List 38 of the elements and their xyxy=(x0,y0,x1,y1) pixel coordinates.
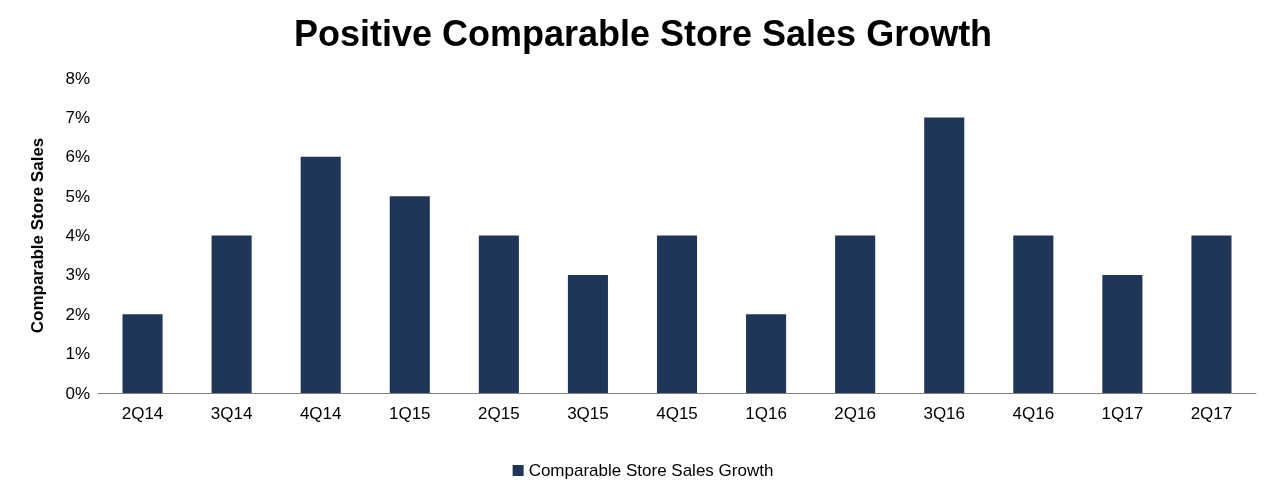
x-tick-label: 4Q16 xyxy=(1012,404,1055,423)
x-tick-label: 1Q16 xyxy=(745,404,787,423)
bar xyxy=(389,196,430,393)
x-tick-label: 1Q15 xyxy=(388,404,431,423)
x-tick-label: 3Q14 xyxy=(210,404,253,423)
y-tick-label: 6% xyxy=(65,147,90,167)
legend-label: Comparable Store Sales Growth xyxy=(528,461,774,480)
bar xyxy=(835,235,876,393)
bar xyxy=(1013,235,1054,393)
bar xyxy=(1191,235,1232,393)
bar xyxy=(1102,274,1143,393)
bar xyxy=(656,235,698,393)
bar xyxy=(478,235,519,393)
x-tick-label: 2Q17 xyxy=(1190,404,1233,423)
bar xyxy=(746,314,787,393)
y-tick-label: 1% xyxy=(65,344,90,364)
x-tick-label: 3Q15 xyxy=(567,404,609,423)
bar xyxy=(122,314,163,393)
x-tick-label: 2Q15 xyxy=(478,404,520,423)
y-tick-label: 0% xyxy=(65,383,90,403)
x-tick-label: 2Q14 xyxy=(121,404,164,423)
y-tick-label: 7% xyxy=(65,107,90,127)
bar xyxy=(567,274,608,393)
y-tick-label: 5% xyxy=(65,186,90,206)
y-axis-title: Comparable Store Sales xyxy=(28,137,47,334)
x-tick-label: 2Q16 xyxy=(834,404,876,423)
y-tick-label: 3% xyxy=(65,265,90,285)
bar xyxy=(300,156,341,393)
x-tick-label: 3Q16 xyxy=(923,404,966,423)
bar xyxy=(924,117,965,393)
x-tick-label: 1Q17 xyxy=(1101,404,1144,423)
x-tick-label: 4Q14 xyxy=(299,404,342,423)
bar xyxy=(211,235,252,393)
y-tick-label: 2% xyxy=(65,304,90,324)
y-tick-label: 8% xyxy=(65,68,90,88)
y-tick-label: 4% xyxy=(65,226,90,245)
x-tick-label: 4Q15 xyxy=(656,404,698,423)
chart-title: Positive Comparable Store Sales Growth xyxy=(293,12,993,54)
